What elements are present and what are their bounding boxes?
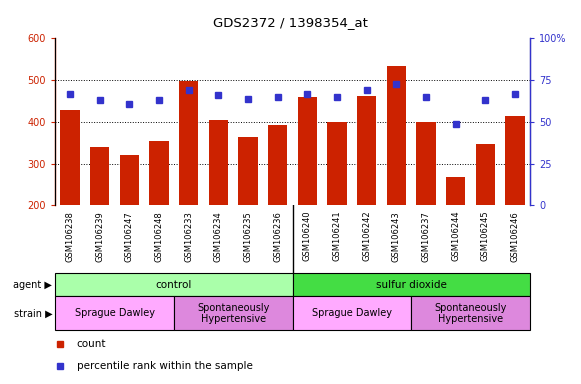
Text: GSM106243: GSM106243 xyxy=(392,211,401,262)
Bar xyxy=(293,296,411,330)
Text: Sprague Dawley: Sprague Dawley xyxy=(312,308,392,318)
Text: control: control xyxy=(156,280,192,290)
Bar xyxy=(60,110,80,205)
Text: GSM106248: GSM106248 xyxy=(155,211,163,262)
Bar xyxy=(120,155,139,205)
Text: strain ▶: strain ▶ xyxy=(14,308,52,318)
Bar xyxy=(417,121,436,205)
Bar xyxy=(387,66,406,205)
Text: count: count xyxy=(77,339,106,349)
Text: GSM106240: GSM106240 xyxy=(303,211,312,262)
Bar xyxy=(446,177,465,205)
Bar xyxy=(55,273,293,296)
Bar xyxy=(179,81,198,205)
Text: Spontaneously
Hypertensive: Spontaneously Hypertensive xyxy=(435,303,507,324)
Bar xyxy=(55,296,174,330)
Text: Spontaneously
Hypertensive: Spontaneously Hypertensive xyxy=(197,303,270,324)
Bar xyxy=(149,141,168,205)
Bar xyxy=(505,116,525,205)
Bar xyxy=(209,120,228,205)
Bar xyxy=(357,96,376,205)
Bar xyxy=(174,296,293,330)
Text: GSM106236: GSM106236 xyxy=(273,211,282,262)
Text: GSM106245: GSM106245 xyxy=(481,211,490,262)
Text: sulfur dioxide: sulfur dioxide xyxy=(376,280,447,290)
Bar xyxy=(411,296,530,330)
Text: GSM106241: GSM106241 xyxy=(332,211,342,262)
Bar xyxy=(268,125,288,205)
Text: agent ▶: agent ▶ xyxy=(13,280,52,290)
Bar xyxy=(90,147,109,205)
Text: GSM106242: GSM106242 xyxy=(362,211,371,262)
Bar xyxy=(297,97,317,205)
Bar xyxy=(327,122,347,205)
Text: GSM106239: GSM106239 xyxy=(95,211,104,262)
Bar xyxy=(476,144,495,205)
Text: GSM106238: GSM106238 xyxy=(66,211,74,262)
Text: GSM106246: GSM106246 xyxy=(511,211,519,262)
Text: GSM106235: GSM106235 xyxy=(243,211,253,262)
Bar xyxy=(238,137,258,205)
Text: GSM106237: GSM106237 xyxy=(422,211,431,262)
Text: percentile rank within the sample: percentile rank within the sample xyxy=(77,361,252,371)
Text: Sprague Dawley: Sprague Dawley xyxy=(74,308,155,318)
Text: GDS2372 / 1398354_at: GDS2372 / 1398354_at xyxy=(213,16,368,29)
Bar xyxy=(293,273,530,296)
Text: GSM106233: GSM106233 xyxy=(184,211,193,262)
Text: GSM106234: GSM106234 xyxy=(214,211,223,262)
Text: GSM106247: GSM106247 xyxy=(125,211,134,262)
Text: GSM106244: GSM106244 xyxy=(451,211,460,262)
